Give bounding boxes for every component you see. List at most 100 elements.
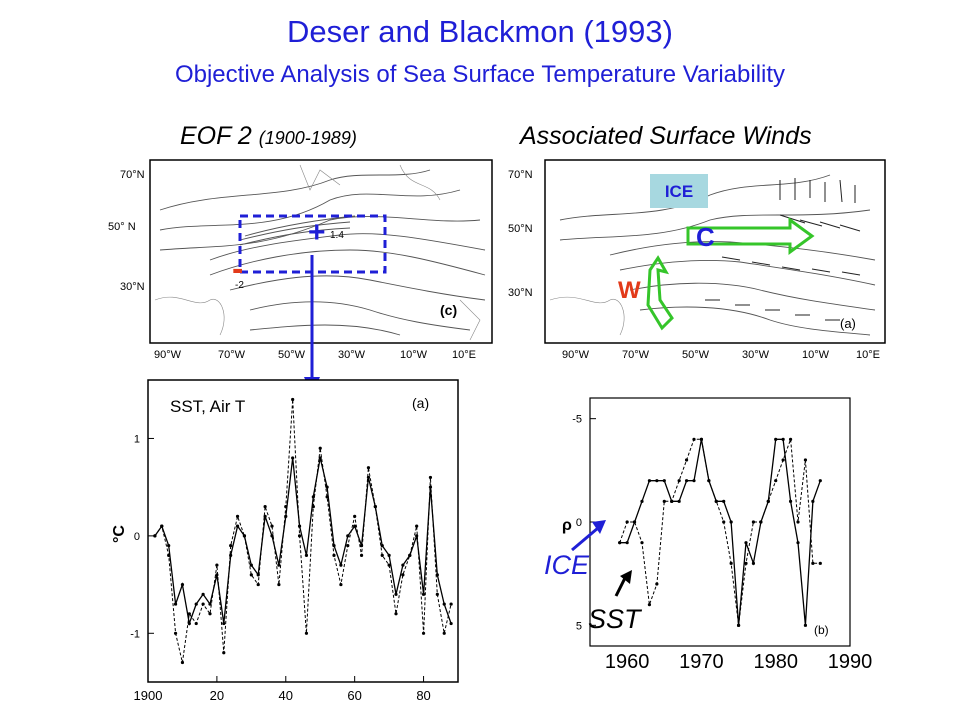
- y-tick-label: -1: [130, 628, 140, 640]
- series-point-0: [684, 479, 689, 483]
- series-point-1: [270, 524, 274, 528]
- series-point-1: [736, 623, 741, 627]
- series-point-0: [346, 534, 350, 538]
- series-point-0: [677, 499, 681, 503]
- series-point-0: [442, 602, 446, 606]
- series-point-0: [353, 524, 357, 528]
- series-point-0: [744, 541, 748, 545]
- series-point-1: [774, 479, 778, 483]
- y-tick-label: -5: [572, 414, 582, 426]
- right-lat-50: 50°N: [508, 223, 533, 235]
- series-point-1: [173, 631, 178, 635]
- series-point-0: [449, 621, 453, 626]
- series-point-1: [256, 582, 260, 587]
- series-point-1: [394, 612, 398, 616]
- series-point-1: [625, 520, 629, 524]
- series-point-1: [153, 534, 157, 538]
- series-point-1: [788, 437, 793, 441]
- series-point-1: [380, 553, 384, 557]
- ice-label: ICE: [665, 182, 693, 201]
- series-point-0: [167, 544, 171, 548]
- sst-air-chart: (a) SST, Air T °C 1 0 -1 1900 20 40 60 80: [111, 379, 459, 703]
- year-axis-labels: 1960 1970 1980 1990: [605, 651, 895, 675]
- series-point-1: [318, 446, 322, 450]
- series-point-1: [373, 505, 377, 509]
- series-point-0: [647, 479, 652, 483]
- series-point-1: [187, 612, 191, 616]
- series-point-0: [401, 563, 405, 567]
- series-point-0: [722, 499, 726, 503]
- series-point-0: [380, 544, 384, 548]
- series-point-1: [640, 541, 644, 545]
- series-line-0: [154, 457, 452, 627]
- winds-heading: Associated Surface Winds: [520, 122, 812, 150]
- series-point-1: [714, 499, 718, 503]
- series-point-1: [387, 563, 391, 567]
- contour-label-max: 1.4: [330, 230, 344, 241]
- series-point-0: [774, 437, 778, 441]
- sst-series-label: SST: [588, 604, 643, 634]
- winds-map: ICE C W (a) 70°N 50°N 30°N 90°W 70°W 50°…: [508, 159, 886, 361]
- series-point-1: [346, 544, 350, 548]
- left-lat-30: 30°N: [120, 281, 145, 293]
- left-lon-90w: 90°W: [154, 349, 182, 361]
- series-point-1: [699, 437, 704, 441]
- eof-map: + - 1.4 -2 (c) 70°N 50° N 30°N 90°W 70°W…: [108, 159, 493, 361]
- series-point-1: [759, 520, 763, 524]
- left-lat-50: 50° N: [108, 221, 136, 233]
- series-point-1: [359, 553, 364, 557]
- series-point-1: [201, 602, 205, 606]
- series-point-1: [180, 660, 185, 665]
- year-label: 1980: [753, 651, 798, 673]
- year-label: 1990: [827, 651, 873, 673]
- ice-sst-chart: (b) ρ -5 0 5: [562, 397, 851, 647]
- series-point-1: [325, 495, 329, 499]
- left-lon-10w: 10°W: [400, 349, 428, 361]
- chart2-panel-tag: (b): [814, 623, 829, 637]
- right-map-panel-tag: (a): [840, 316, 856, 331]
- series-point-1: [811, 561, 815, 565]
- series-point-1: [632, 520, 637, 524]
- x-tick-label: 60: [347, 688, 361, 703]
- right-lon-10e: 10°E: [856, 349, 880, 361]
- year-label: 1960: [604, 651, 650, 673]
- year-label: 1970: [679, 651, 724, 673]
- series-point-1: [670, 499, 674, 503]
- series-point-0: [194, 602, 198, 606]
- series-point-0: [751, 561, 756, 565]
- series-point-1: [818, 561, 822, 565]
- series-point-0: [249, 563, 253, 567]
- series-point-1: [229, 544, 233, 548]
- series-point-1: [647, 603, 652, 607]
- eof-heading-period: (1900-1989): [258, 128, 357, 148]
- x-tick-label: 40: [279, 688, 293, 703]
- series-point-0: [662, 479, 666, 483]
- series-point-0: [277, 563, 281, 567]
- series-point-1: [366, 466, 371, 470]
- series-point-1: [744, 561, 748, 565]
- cold-label: C: [696, 222, 715, 252]
- x-tick-label: 1900: [134, 688, 163, 703]
- series-point-1: [242, 534, 247, 538]
- series-point-1: [249, 573, 253, 577]
- right-lat-30: 30°N: [508, 287, 533, 299]
- right-lon-50w: 50°W: [682, 349, 710, 361]
- series-point-1: [435, 592, 439, 596]
- left-lat-70: 70°N: [120, 169, 145, 181]
- slide-subtitle: Objective Analysis of Sea Surface Temper…: [174, 61, 786, 88]
- series-point-1: [277, 582, 281, 587]
- series-point-1: [722, 520, 726, 524]
- series-point-1: [707, 479, 711, 483]
- plus-sign: +: [308, 216, 326, 249]
- series-point-1: [655, 582, 659, 586]
- series-point-0: [421, 592, 426, 596]
- series-point-1: [339, 582, 343, 587]
- left-lon-10e: 10°E: [452, 349, 476, 361]
- y-tick-label: 0: [134, 531, 140, 543]
- series-point-1: [284, 505, 288, 509]
- series-point-1: [781, 458, 785, 462]
- right-lon-10w: 10°W: [802, 349, 830, 361]
- series-point-1: [677, 479, 681, 483]
- right-lon-70w: 70°W: [622, 349, 650, 361]
- series-point-0: [173, 602, 178, 606]
